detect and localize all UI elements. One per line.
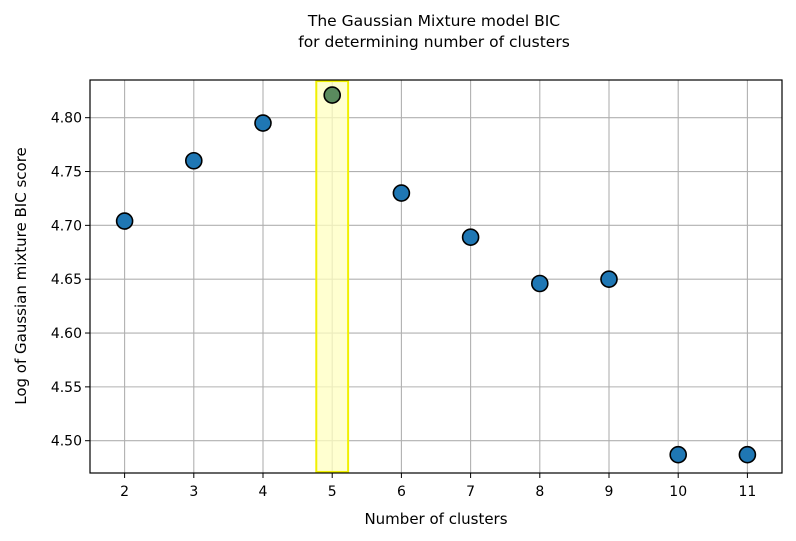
y-tick-label: 4.80 — [51, 111, 82, 127]
data-points — [115, 86, 757, 464]
x-tick-label: 3 — [189, 484, 198, 500]
x-tick-label: 6 — [397, 484, 406, 500]
highlight-layer — [315, 80, 350, 473]
data-point — [600, 270, 618, 288]
tick-labels: 2 3 4 5 6 7 8 9 10 11 4.50 4.55 4.60 4.65 4.70 4.75 4.80 — [51, 111, 756, 500]
data-point — [115, 212, 134, 230]
y-tick-label: 4.60 — [51, 326, 82, 342]
x-tick-label: 11 — [738, 484, 756, 500]
chart-title-line-1: The Gaussian Mixture model BIC — [307, 12, 560, 30]
data-point — [669, 445, 688, 464]
data-point — [530, 274, 549, 293]
plot-frame — [89, 79, 783, 474]
data-point — [254, 114, 272, 132]
y-tick-label: 4.65 — [51, 272, 82, 288]
x-tick-label: 9 — [605, 484, 614, 500]
y-tick-label: 4.70 — [51, 218, 82, 234]
x-tick-label: 5 — [328, 484, 337, 500]
x-tick-label: 8 — [535, 484, 544, 500]
y-tick-label: 4.75 — [51, 165, 82, 181]
data-point — [738, 445, 757, 464]
data-point — [185, 151, 203, 170]
y-tick-label: 4.55 — [51, 380, 82, 396]
y-axis-label: Log of Gaussian mixture BIC score — [12, 147, 30, 405]
y-tick-label: 4.50 — [51, 434, 82, 450]
x-tick-label: 4 — [259, 484, 268, 500]
x-tick-label: 2 — [120, 484, 129, 500]
x-tick-label: 7 — [466, 484, 475, 500]
chart-title-line-2: for determining number of clusters — [298, 33, 570, 51]
grid-lines — [90, 80, 782, 473]
data-point — [392, 184, 411, 202]
axes — [85, 79, 783, 478]
highlight-rect — [315, 80, 350, 473]
data-point — [323, 86, 342, 104]
x-tick-label: 10 — [669, 484, 687, 500]
data-point — [461, 228, 480, 246]
x-axis-label: Number of clusters — [364, 510, 507, 528]
